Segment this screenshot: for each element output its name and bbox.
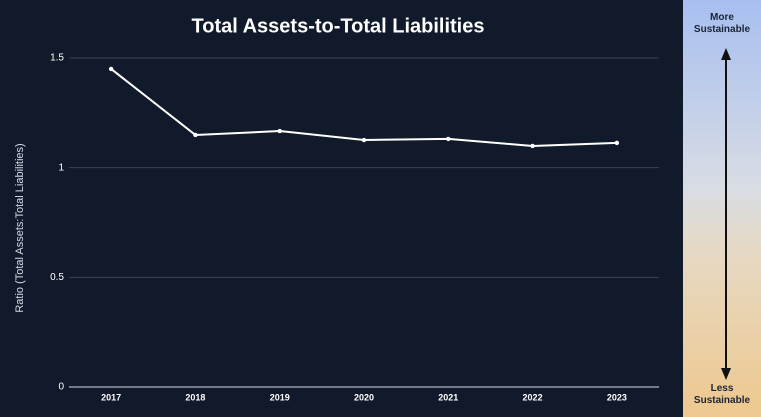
x-tick-label: 2023 [607,392,627,402]
scale-top-label: More Sustainable [693,12,751,35]
x-tick-label: 2022 [523,392,543,402]
y-tick-label: 1.5 [50,53,64,64]
x-tick-label: 2017 [101,392,121,402]
point [530,143,535,149]
y-tick-label: 0 [58,382,64,393]
scale-arrow [721,48,731,380]
point [614,140,620,146]
y-axis-label: Ratio (Total Assets:Total Liabilities) [14,143,26,312]
line [110,68,617,147]
x-tick-label: 2019 [270,392,290,402]
point [277,128,282,134]
point [193,132,198,138]
x-tick-label: 2018 [185,392,205,402]
scale-bottom-label: Less Sustainable [693,383,751,406]
x-tick-label: 2021 [438,392,458,402]
sustainability-scale: More Sustainable Less Sustainable [683,0,761,417]
y-tick-label: 0.5 [50,272,64,283]
chart: Total Assets-to-Total Liabilities Ratio … [14,15,659,402]
x-tick-label: 2020 [354,392,374,402]
point [446,136,451,142]
point [108,66,114,72]
point [361,137,367,143]
chart-title: Total Assets-to-Total Liabilities [192,15,485,37]
y-tick-label: 1 [58,162,64,173]
